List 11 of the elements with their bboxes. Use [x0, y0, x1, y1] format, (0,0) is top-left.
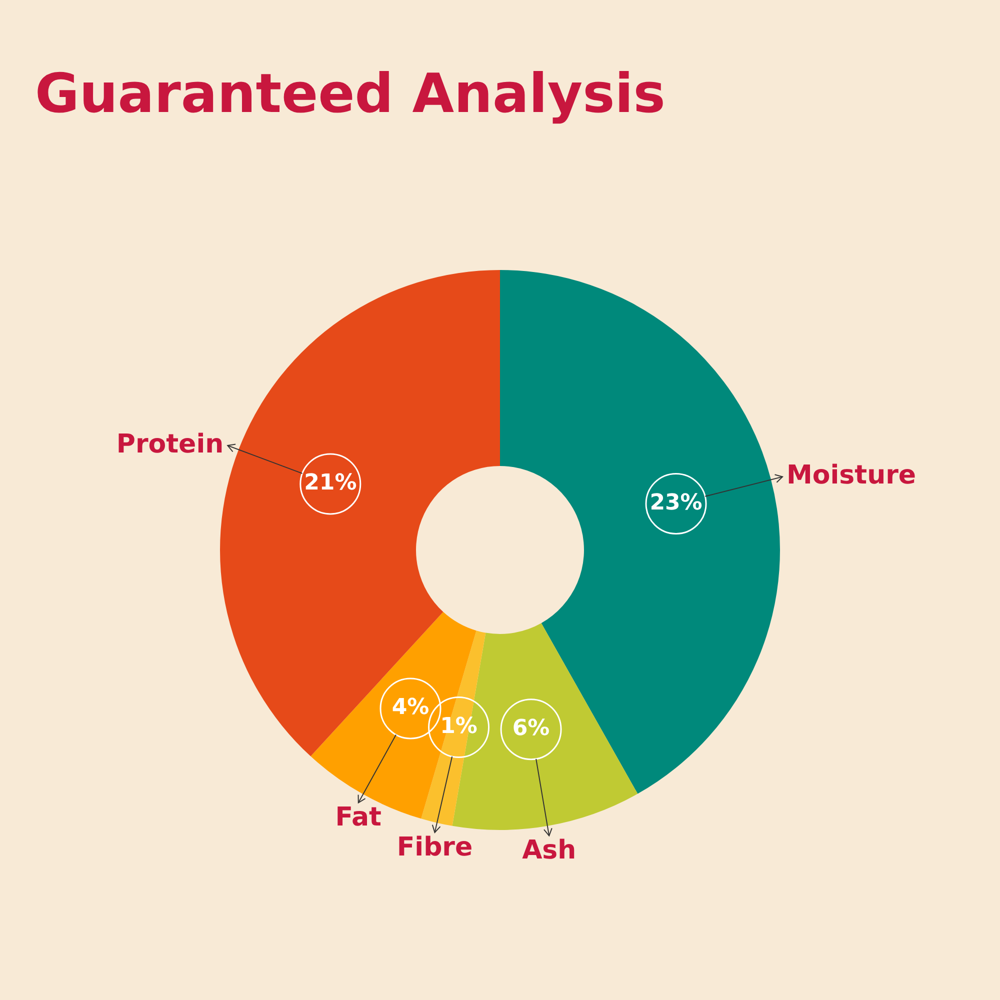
data-label: 6%: [512, 716, 550, 742]
chart-title: Guaranteed Analysis: [35, 62, 666, 125]
slice-label: Protein: [116, 429, 224, 460]
data-label: 23%: [650, 490, 702, 516]
slice-label: Ash: [522, 836, 576, 866]
data-label: 1%: [440, 714, 478, 739]
data-label: 21%: [304, 470, 357, 496]
slice-label: Fat: [335, 802, 382, 833]
data-label: 4%: [392, 695, 430, 720]
slice-label: Fibre: [396, 832, 473, 862]
slice-label: Moisture: [786, 460, 916, 491]
